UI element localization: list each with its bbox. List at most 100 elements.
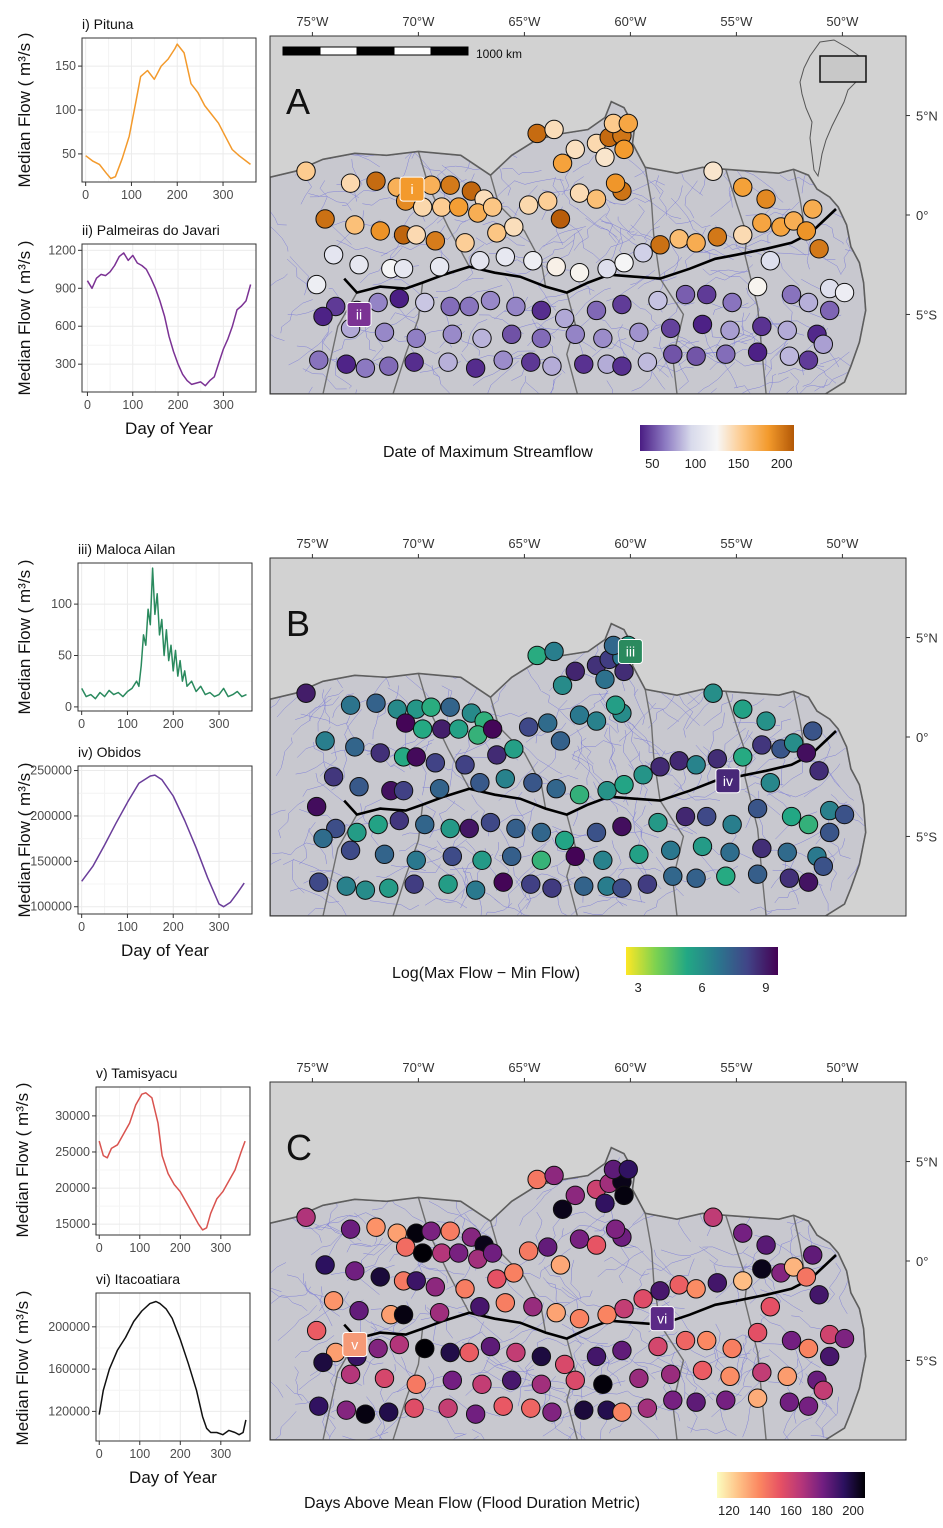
station-marker	[470, 251, 490, 271]
tributary	[369, 900, 420, 911]
station-marker	[605, 695, 626, 715]
tributary	[471, 1429, 485, 1440]
amazon-main-stem	[343, 1254, 837, 1341]
station-marker	[531, 328, 552, 349]
tributary	[703, 1352, 751, 1366]
station-marker	[722, 1338, 742, 1359]
station-marker	[472, 328, 492, 349]
station-marker	[459, 1342, 479, 1363]
station-marker	[716, 866, 736, 886]
tributary	[599, 218, 635, 233]
station-marker	[480, 1336, 501, 1357]
station-marker	[809, 1285, 829, 1305]
tributary	[574, 740, 622, 753]
station-marker	[482, 197, 503, 217]
scale-bar-segment	[393, 46, 432, 56]
lat-tick-label: 0°	[916, 1254, 928, 1269]
hydrograph-3: 0 100 200 300 0 50 100 iii) Maloca Ailan	[51, 541, 253, 731]
colorbar	[626, 947, 778, 975]
flow-series-line	[98, 1092, 246, 1231]
tributary	[574, 737, 587, 770]
station-marker	[412, 719, 433, 739]
station-marker	[448, 719, 469, 739]
y-tick-label: 25000	[55, 1145, 90, 1159]
tributary	[720, 730, 749, 768]
y-tick-label: 20000	[55, 1181, 90, 1195]
station-marker	[550, 209, 571, 229]
station-marker	[389, 288, 410, 309]
tributary	[319, 1286, 333, 1327]
amazon-main-stem	[343, 208, 837, 295]
station-marker	[482, 719, 503, 739]
station-marker	[404, 352, 424, 372]
station-marker	[669, 751, 689, 771]
tributary	[274, 1411, 297, 1440]
station-marker	[506, 1342, 526, 1363]
station-marker	[349, 777, 369, 797]
station-marker	[565, 846, 585, 867]
tributary	[659, 1258, 695, 1286]
tributary	[587, 1328, 634, 1353]
plot-title: iii) Maloca Ailan	[78, 541, 175, 557]
station-marker	[813, 1380, 834, 1400]
station-marker	[538, 191, 558, 211]
tributary	[604, 200, 617, 243]
basin-border	[270, 1146, 867, 1440]
station-marker	[296, 683, 316, 703]
y-axis-label: Median Flow ( m³/s )	[15, 560, 34, 715]
land-mask	[270, 36, 906, 394]
tributary	[782, 1417, 813, 1440]
tributary	[525, 382, 540, 394]
tributary	[601, 220, 643, 249]
station-marker	[796, 1267, 817, 1287]
station-marker	[569, 1229, 590, 1249]
tributary	[303, 1273, 324, 1312]
station-marker	[629, 322, 649, 343]
station-marker	[421, 1221, 441, 1241]
station-marker	[315, 731, 335, 751]
tributary	[714, 1323, 725, 1368]
plot-title: i) Pituna	[82, 16, 134, 32]
tributary	[538, 268, 556, 311]
station-marker	[315, 209, 335, 229]
colorbar-tick-label: 200	[771, 456, 793, 471]
station-marker	[760, 251, 781, 271]
station-marker	[733, 747, 753, 767]
tributary	[743, 170, 784, 203]
station-marker	[569, 1308, 590, 1329]
tributary	[405, 864, 441, 878]
tributary	[292, 698, 332, 735]
tributary	[424, 888, 465, 906]
tributary	[617, 324, 631, 366]
station-marker	[306, 1320, 327, 1341]
tributary	[767, 373, 777, 394]
gauge-label: iv	[715, 768, 741, 794]
tributary	[275, 737, 293, 777]
station-marker	[707, 749, 728, 769]
station-marker	[340, 1364, 361, 1385]
station-marker	[393, 1305, 414, 1325]
station-marker	[495, 1293, 516, 1313]
station-marker	[323, 1291, 344, 1311]
station-marker	[809, 761, 829, 781]
station-marker	[421, 175, 441, 195]
sub-basin-boundary	[644, 167, 661, 279]
station-marker	[355, 1404, 376, 1424]
station-marker	[531, 850, 552, 871]
station-marker	[752, 316, 772, 337]
station-marker	[487, 745, 507, 765]
station-marker	[425, 1277, 446, 1297]
station-marker	[379, 356, 399, 376]
tributary	[351, 798, 382, 825]
lat-tick-label: 5°N	[916, 109, 938, 124]
lon-tick-label: 70°W	[402, 1060, 435, 1075]
station-marker	[395, 713, 416, 733]
tributary	[371, 1383, 408, 1419]
tributary	[286, 1274, 327, 1298]
station-marker	[605, 1219, 626, 1239]
x-tick-label: 100	[117, 920, 138, 934]
station-marker	[527, 645, 547, 666]
station-marker	[798, 350, 819, 370]
x-tick-label: 200	[163, 717, 184, 731]
y-tick-label: 100	[51, 597, 72, 611]
